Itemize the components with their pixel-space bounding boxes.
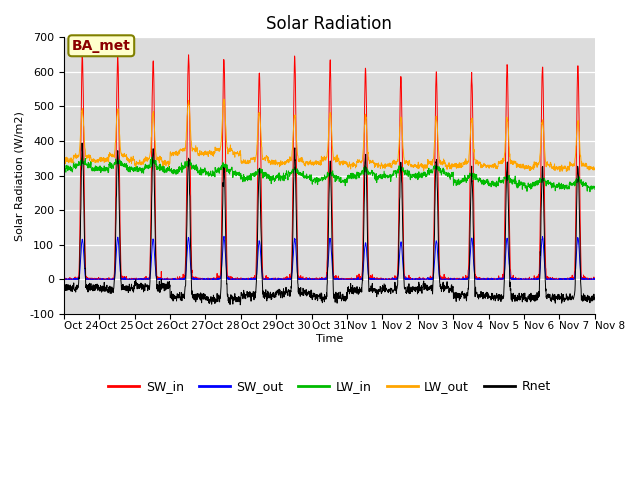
LW_in <box>148 155 156 160</box>
SW_out <box>591 276 598 282</box>
SW_in <box>345 276 353 282</box>
LW_out <box>544 162 552 168</box>
Rnet <box>545 294 552 300</box>
Line: SW_out: SW_out <box>64 236 595 279</box>
Line: LW_in: LW_in <box>64 157 595 192</box>
LW_in <box>345 174 353 180</box>
LW_in <box>544 178 552 183</box>
SW_in <box>185 52 193 58</box>
Line: LW_out: LW_out <box>64 99 595 171</box>
LW_out <box>356 159 364 165</box>
SW_in <box>559 276 567 282</box>
SW_out <box>559 276 567 282</box>
SW_in <box>484 276 492 282</box>
LW_in <box>209 171 216 177</box>
SW_out <box>60 276 68 282</box>
LW_out <box>345 162 353 168</box>
Rnet <box>60 284 68 290</box>
LW_out <box>60 157 68 163</box>
SW_out <box>544 276 552 282</box>
LW_in <box>559 182 567 188</box>
SW_in <box>60 275 68 281</box>
LW_in <box>484 176 492 182</box>
SW_out <box>484 276 492 282</box>
Rnet <box>356 289 364 295</box>
Rnet <box>209 295 216 301</box>
SW_in <box>60 276 68 282</box>
SW_out <box>345 276 353 282</box>
SW_out <box>208 276 216 282</box>
Rnet <box>591 297 598 303</box>
LW_in <box>60 166 68 171</box>
Y-axis label: Solar Radiation (W/m2): Solar Radiation (W/m2) <box>15 111 25 240</box>
SW_in <box>209 276 216 282</box>
LW_in <box>586 189 594 195</box>
Rnet <box>78 140 86 146</box>
LW_out <box>591 167 598 172</box>
LW_out <box>484 163 492 168</box>
LW_out <box>220 96 228 102</box>
LW_out <box>208 150 216 156</box>
Rnet <box>484 296 492 301</box>
SW_in <box>545 275 552 281</box>
Rnet <box>236 302 244 308</box>
LW_in <box>591 186 598 192</box>
SW_in <box>591 276 598 282</box>
Legend: SW_in, SW_out, LW_in, LW_out, Rnet: SW_in, SW_out, LW_in, LW_out, Rnet <box>103 375 556 398</box>
SW_out <box>220 233 228 239</box>
Line: SW_in: SW_in <box>64 55 595 279</box>
LW_in <box>356 172 364 178</box>
Rnet <box>345 287 353 292</box>
Rnet <box>559 297 567 302</box>
SW_in <box>356 276 364 282</box>
LW_out <box>559 165 567 170</box>
SW_out <box>356 276 364 282</box>
X-axis label: Time: Time <box>316 334 343 344</box>
Text: BA_met: BA_met <box>72 39 131 53</box>
Title: Solar Radiation: Solar Radiation <box>266 15 392 33</box>
Line: Rnet: Rnet <box>64 143 595 305</box>
LW_out <box>556 168 564 174</box>
